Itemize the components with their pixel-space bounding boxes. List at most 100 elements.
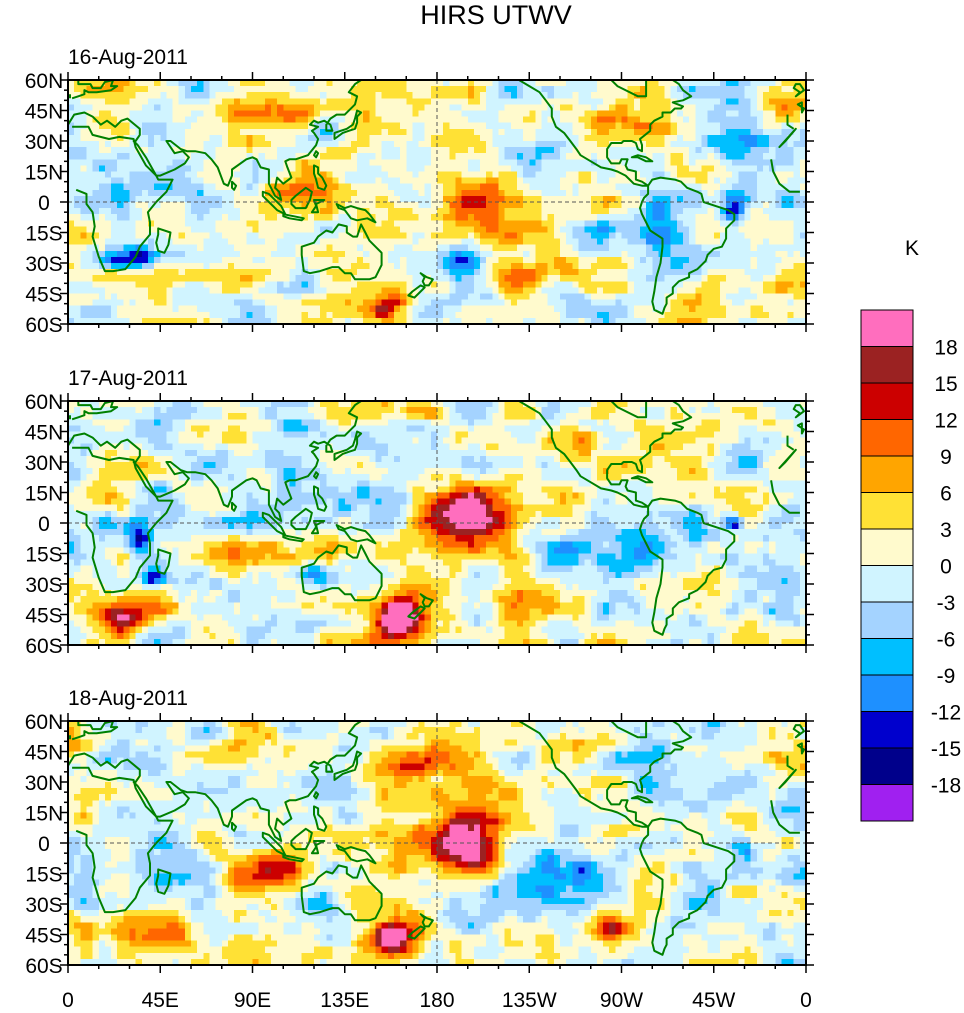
- sumatra-coastline: [261, 831, 287, 857]
- latitude-label: 0: [38, 833, 50, 856]
- latitude-label: 60S: [25, 955, 62, 978]
- latitude-label: 60N: [25, 711, 64, 734]
- japan-coastline: [333, 109, 363, 140]
- eurasia-coastline: [68, 401, 805, 522]
- java-coastline: [282, 534, 305, 543]
- longitude-label: 45E: [142, 989, 179, 1012]
- figure-title: HIRS UTWV: [420, 0, 572, 30]
- latitude-label: 45N: [25, 742, 64, 765]
- sumatra-coastline: [261, 511, 287, 537]
- colorbar-swatch: [860, 784, 914, 822]
- latitude-label: 0: [38, 513, 50, 536]
- africa-coastline: [72, 125, 800, 273]
- sumatra-coastline: [261, 190, 287, 216]
- latitude-label: 15N: [25, 803, 64, 826]
- britain-coastline: [69, 83, 805, 99]
- latitude-label: 45S: [25, 925, 62, 948]
- africa-coastline: [72, 446, 800, 594]
- colorbar-swatch: [860, 455, 914, 493]
- latitude-label: 0: [38, 192, 50, 215]
- latitude-label: 60N: [25, 70, 64, 93]
- south-america-coastline: [639, 497, 736, 636]
- java-coastline: [282, 213, 305, 222]
- tick-marks: [60, 72, 814, 332]
- cuba-coastline: [630, 154, 654, 163]
- philippines-coastline: [313, 485, 328, 512]
- latitude-label: 30N: [25, 452, 64, 475]
- sulawesi-coastline: [310, 520, 326, 535]
- latitude-label: 30S: [25, 894, 62, 917]
- coastlines: [68, 721, 805, 956]
- taiwan-coastline: [313, 791, 320, 800]
- colorbar-swatch: [860, 528, 914, 566]
- colorbar-tick-label: -9: [937, 665, 956, 688]
- colorbar-swatch: [860, 711, 914, 749]
- latitude-label: 30S: [25, 574, 62, 597]
- latitude-label: 15S: [25, 544, 62, 567]
- latitude-label: 60N: [25, 391, 64, 414]
- java-coastline: [282, 854, 305, 863]
- latitude-label: 60S: [25, 314, 62, 337]
- latitude-label: 15N: [25, 162, 64, 185]
- colorbar-tick-label: 18: [934, 337, 957, 360]
- colorbar-swatch: [860, 601, 914, 639]
- cuba-coastline: [630, 795, 654, 804]
- cuba-coastline: [630, 475, 654, 484]
- australia-coastline: [300, 864, 383, 922]
- colorbar-tick-label: -6: [937, 629, 956, 652]
- philippines-coastline: [313, 805, 328, 832]
- new-zealand-south-coastline: [407, 284, 426, 299]
- longitude-axis: 0 45E 90E 135E 180 135W 90W 45W 0: [62, 989, 812, 1012]
- colorbar-swatch: [860, 492, 914, 530]
- colorbar-tick-label: -3: [937, 592, 956, 615]
- new-guinea-coastline: [335, 203, 377, 224]
- latitude-label: 30S: [25, 253, 62, 276]
- scandinavia-coastline: [77, 80, 115, 90]
- colorbar-tick-label: 0: [940, 556, 952, 579]
- japan-coastline: [333, 750, 363, 781]
- colorbar: K 18 15 12 9 6 3 0 -3 -6 -9 -12 -15 -18: [860, 237, 961, 822]
- latitude-label: 15N: [25, 483, 64, 506]
- japan-coastline: [333, 430, 363, 461]
- borneo-coastline: [290, 186, 313, 210]
- madagascar-coastline: [155, 868, 172, 895]
- britain-coastline: [69, 724, 805, 740]
- longitude-label: 90W: [600, 989, 643, 1012]
- colorbar-tick-label: -18: [931, 775, 961, 798]
- anomaly-field: [68, 401, 806, 645]
- panel-date-label: 18-Aug-2011: [68, 687, 188, 710]
- colorbar-swatch: [860, 346, 914, 384]
- latitude-label: 15S: [25, 223, 62, 246]
- scandinavia-coastline: [77, 401, 115, 411]
- colorbar-tick-label: -15: [931, 738, 961, 761]
- africa-coastline: [72, 766, 800, 914]
- tick-marks: [60, 713, 814, 973]
- colorbar-tick-label: 3: [940, 519, 952, 542]
- south-america-coastline: [639, 817, 736, 956]
- new-guinea-coastline: [335, 844, 377, 865]
- longitude-label: 180: [419, 989, 454, 1012]
- new-zealand-coastline: [419, 272, 434, 287]
- eurasia-coastline: [68, 721, 805, 842]
- latitude-label: 45S: [25, 284, 62, 307]
- madagascar-coastline: [155, 548, 172, 575]
- panel-date-label: 17-Aug-2011: [68, 367, 188, 390]
- colorbar-swatch: [860, 747, 914, 785]
- colorbar-swatch: [860, 309, 914, 347]
- tick-marks: [60, 393, 814, 653]
- sri-lanka-coastline: [231, 501, 238, 512]
- new-zealand-south-coastline: [407, 925, 426, 940]
- britain-coastline: [69, 404, 805, 420]
- north-america-coastline: [460, 80, 693, 187]
- sulawesi-coastline: [310, 199, 326, 214]
- longitude-label: 45W: [692, 989, 735, 1012]
- scandinavia-coastline: [77, 721, 115, 731]
- north-america-coastline: [460, 721, 693, 828]
- madagascar-coastline: [155, 227, 172, 254]
- taiwan-coastline: [313, 150, 320, 159]
- colorbar-tick-label: 12: [934, 410, 957, 433]
- colorbar-swatch: [860, 565, 914, 603]
- latitude-label: 60S: [25, 635, 62, 658]
